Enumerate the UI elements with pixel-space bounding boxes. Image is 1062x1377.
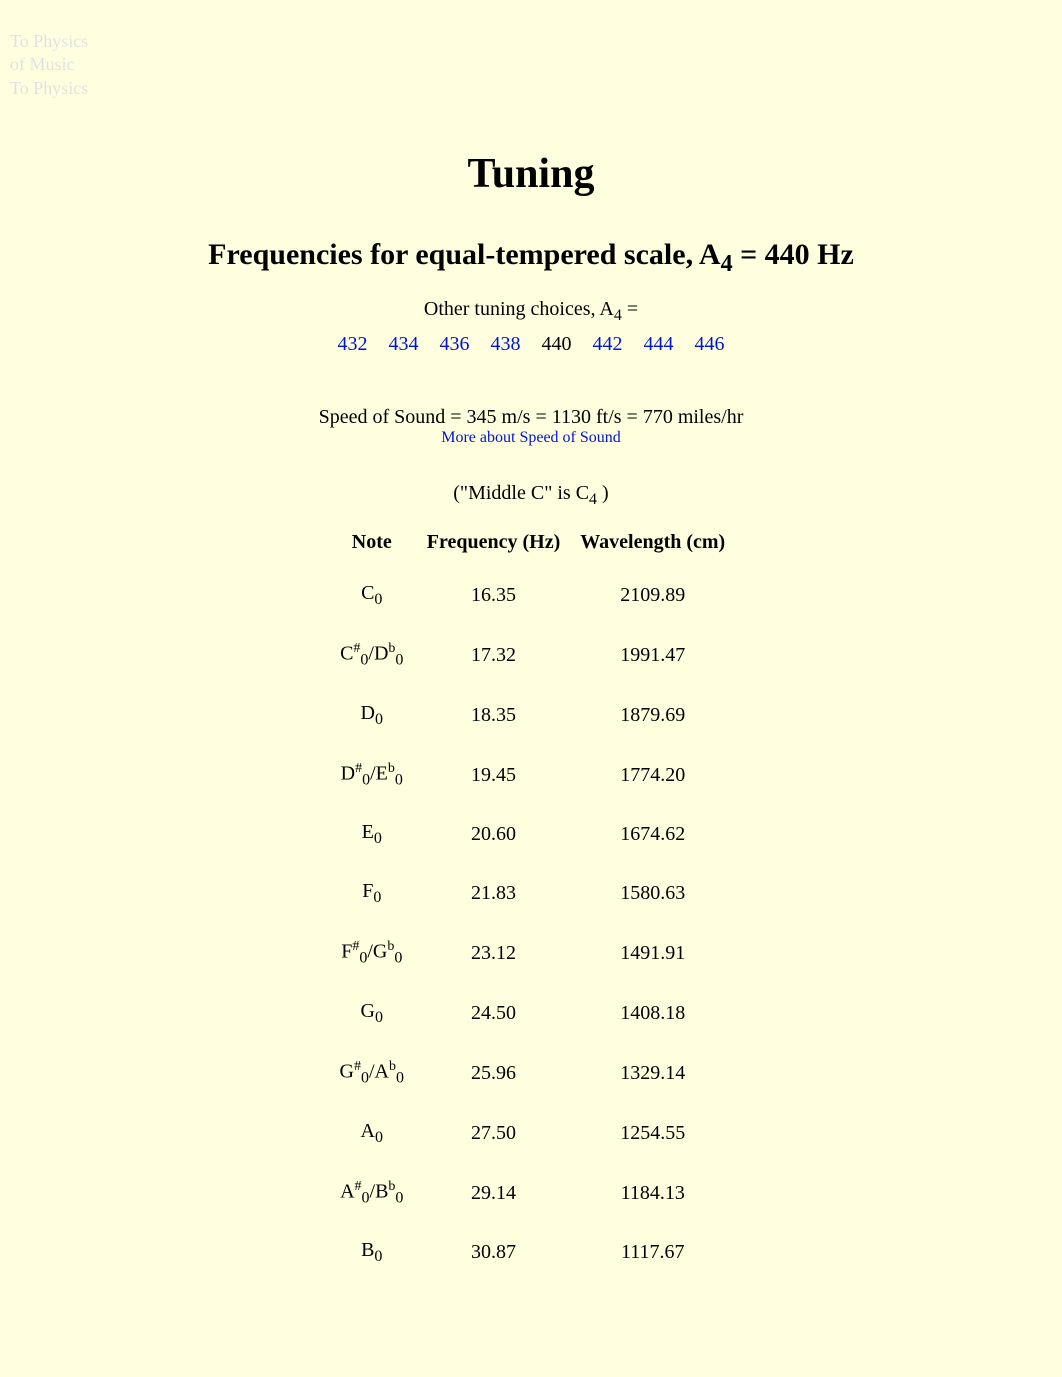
speed-link[interactable]: More about Speed of Sound [441,429,621,446]
table-row: C#0/Db017.321991.47 [327,625,735,686]
table-row: D#0/Eb019.451774.20 [327,745,735,806]
middle-c-prefix: ("Middle C" is C [453,482,589,504]
middle-c-sub: 4 [589,491,597,508]
frequency-cell: 27.50 [417,1104,571,1163]
note-cell: D#0/Eb0 [327,745,417,806]
table-row: F021.831580.63 [327,864,735,923]
frequency-cell: 20.60 [417,805,571,864]
frequency-cell: 23.12 [417,923,571,984]
tuning-choices-label: Other tuning choices, A4 = [0,298,1062,325]
frequency-cell: 29.14 [417,1163,571,1224]
wavelength-cell: 1491.91 [570,923,735,984]
faded-line: To Physics [10,77,1052,100]
table-row: E020.601674.62 [327,805,735,864]
wavelength-cell: 1774.20 [570,745,735,806]
page-subtitle: Frequencies for equal-tempered scale, A4… [0,238,1062,278]
note-cell: C0 [327,566,417,625]
note-cell: F0 [327,864,417,923]
header-wavelength: Wavelength (cm) [570,519,735,566]
wavelength-cell: 1408.18 [570,984,735,1043]
subtitle-suffix: = 440 Hz [733,238,854,271]
tuning-link-436[interactable]: 436 [432,333,478,355]
tuning-links: 432 434 436 438 440 442 444 446 [0,333,1062,356]
note-cell: E0 [327,805,417,864]
note-cell: D0 [327,686,417,745]
speed-of-sound: Speed of Sound = 345 m/s = 1130 ft/s = 7… [0,406,1062,429]
wavelength-cell: 1580.63 [570,864,735,923]
table-row: D018.351879.69 [327,686,735,745]
choices-prefix: Other tuning choices, A [424,298,614,320]
faded-line: To Physics [10,30,1052,53]
frequency-cell: 17.32 [417,625,571,686]
tuning-current-440: 440 [534,333,580,355]
note-cell: C#0/Db0 [327,625,417,686]
wavelength-cell: 1117.67 [570,1223,735,1282]
tuning-link-442[interactable]: 442 [585,333,631,355]
table-row: C016.352109.89 [327,566,735,625]
note-cell: B0 [327,1223,417,1282]
header-note: Note [327,519,417,566]
frequency-cell: 30.87 [417,1223,571,1282]
wavelength-cell: 1991.47 [570,625,735,686]
table-row: A#0/Bb029.141184.13 [327,1163,735,1224]
page-title: Tuning [0,150,1062,198]
frequency-cell: 18.35 [417,686,571,745]
wavelength-cell: 1254.55 [570,1104,735,1163]
note-cell: A0 [327,1104,417,1163]
tuning-link-432[interactable]: 432 [330,333,376,355]
table-row: G024.501408.18 [327,984,735,1043]
tuning-link-444[interactable]: 444 [636,333,682,355]
tuning-link-446[interactable]: 446 [687,333,733,355]
choices-sub: 4 [614,307,622,324]
wavelength-cell: 1329.14 [570,1043,735,1104]
table-header-row: Note Frequency (Hz) Wavelength (cm) [327,519,735,566]
wavelength-cell: 1674.62 [570,805,735,864]
tuning-link-438[interactable]: 438 [483,333,529,355]
choices-suffix: = [622,298,638,320]
frequency-cell: 21.83 [417,864,571,923]
faded-line: of Music [10,53,1052,76]
middle-c-suffix: ) [597,482,609,504]
frequency-cell: 25.96 [417,1043,571,1104]
frequency-cell: 24.50 [417,984,571,1043]
note-cell: A#0/Bb0 [327,1163,417,1224]
table-row: F#0/Gb023.121491.91 [327,923,735,984]
table-row: G#0/Ab025.961329.14 [327,1043,735,1104]
frequency-cell: 16.35 [417,566,571,625]
subtitle-prefix: Frequencies for equal-tempered scale, A [208,238,720,271]
subtitle-sub: 4 [721,251,733,277]
middle-c-note: ("Middle C" is C4 ) [0,482,1062,509]
note-cell: G#0/Ab0 [327,1043,417,1104]
frequency-cell: 19.45 [417,745,571,806]
faded-nav: To Physics of Music To Physics [10,30,1052,100]
note-cell: G0 [327,984,417,1043]
wavelength-cell: 1879.69 [570,686,735,745]
frequency-table: Note Frequency (Hz) Wavelength (cm) C016… [327,519,735,1282]
tuning-link-434[interactable]: 434 [381,333,427,355]
wavelength-cell: 2109.89 [570,566,735,625]
header-frequency: Frequency (Hz) [417,519,571,566]
wavelength-cell: 1184.13 [570,1163,735,1224]
table-row: B030.871117.67 [327,1223,735,1282]
table-row: A027.501254.55 [327,1104,735,1163]
note-cell: F#0/Gb0 [327,923,417,984]
